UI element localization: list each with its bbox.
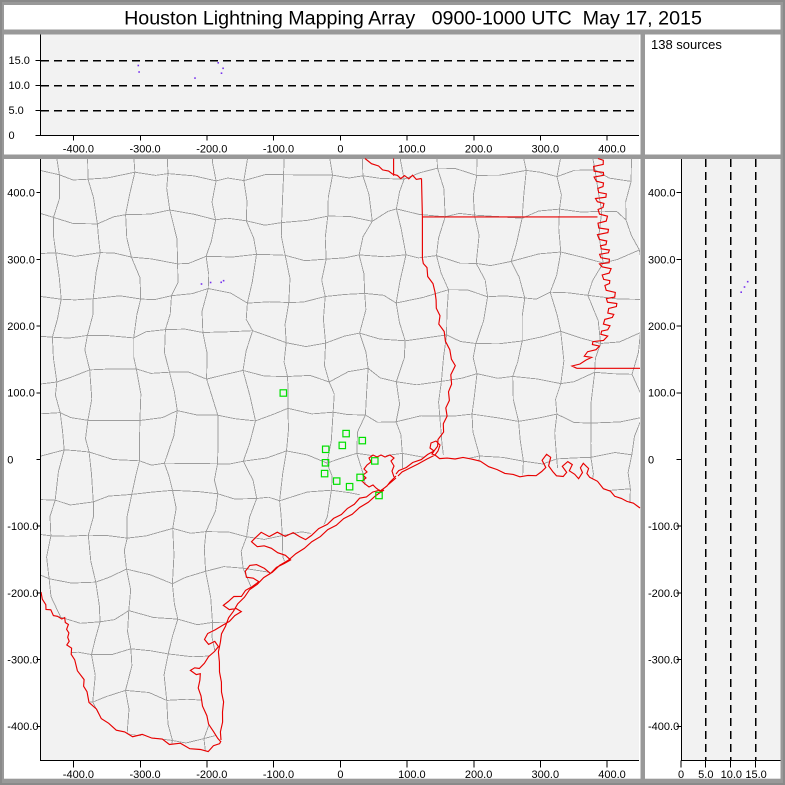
svg-text:10.0: 10.0	[9, 80, 30, 92]
svg-text:200.0: 200.0	[465, 769, 493, 781]
svg-text:100.0: 100.0	[398, 769, 426, 781]
svg-text:0: 0	[7, 454, 13, 466]
svg-text:0: 0	[678, 769, 684, 781]
svg-text:100.0: 100.0	[7, 388, 35, 400]
svg-text:300.0: 300.0	[532, 143, 560, 155]
svg-text:0: 0	[337, 769, 343, 781]
svg-text:0: 0	[9, 130, 15, 142]
svg-text:-400.0: -400.0	[7, 721, 38, 733]
svg-text:200.0: 200.0	[465, 143, 493, 155]
svg-text:0: 0	[648, 454, 654, 466]
svg-text:0: 0	[337, 143, 343, 155]
svg-text:200.0: 200.0	[7, 321, 35, 333]
svg-text:-100.0: -100.0	[263, 769, 294, 781]
svg-text:-100.0: -100.0	[7, 521, 38, 533]
svg-text:-200.0: -200.0	[196, 769, 227, 781]
svg-text:400.0: 400.0	[598, 769, 626, 781]
svg-text:Houston Lightning Mapping Arra: Houston Lightning Mapping Array 0900-100…	[124, 7, 702, 29]
svg-text:-100.0: -100.0	[263, 143, 294, 155]
svg-text:200.0: 200.0	[648, 321, 676, 333]
svg-text:400.0: 400.0	[648, 188, 676, 200]
svg-text:-400.0: -400.0	[648, 721, 679, 733]
svg-text:5.0: 5.0	[698, 769, 713, 781]
svg-text:10.0: 10.0	[721, 769, 742, 781]
svg-text:-100.0: -100.0	[648, 521, 679, 533]
svg-text:100.0: 100.0	[398, 143, 426, 155]
svg-text:300.0: 300.0	[7, 254, 35, 266]
svg-text:300.0: 300.0	[648, 254, 676, 266]
svg-text:400.0: 400.0	[7, 188, 35, 200]
svg-text:-300.0: -300.0	[129, 143, 160, 155]
svg-text:300.0: 300.0	[532, 769, 560, 781]
svg-text:-200.0: -200.0	[7, 588, 38, 600]
svg-text:-400.0: -400.0	[63, 143, 94, 155]
svg-text:-400.0: -400.0	[63, 769, 94, 781]
svg-text:15.0: 15.0	[745, 769, 766, 781]
svg-text:-300.0: -300.0	[7, 655, 38, 667]
svg-text:100.0: 100.0	[648, 388, 676, 400]
svg-text:-300.0: -300.0	[129, 769, 160, 781]
svg-text:-200.0: -200.0	[648, 588, 679, 600]
svg-text:15.0: 15.0	[9, 55, 30, 67]
svg-text:138 sources: 138 sources	[651, 37, 722, 52]
svg-text:400.0: 400.0	[598, 143, 626, 155]
svg-text:5.0: 5.0	[9, 105, 24, 117]
svg-text:-300.0: -300.0	[648, 655, 679, 667]
svg-text:-200.0: -200.0	[196, 143, 227, 155]
